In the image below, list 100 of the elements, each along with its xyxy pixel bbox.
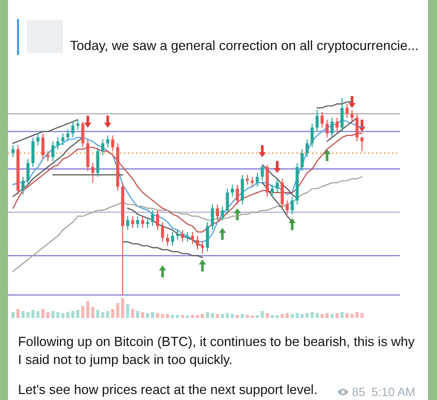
bar xyxy=(136,311,140,318)
bar xyxy=(340,312,344,318)
bar xyxy=(126,304,130,318)
bar xyxy=(196,315,200,318)
bar xyxy=(176,315,180,318)
bar xyxy=(76,310,80,318)
candlestick xyxy=(256,172,259,188)
candlestick xyxy=(26,158,30,186)
bar xyxy=(146,313,150,318)
bar xyxy=(220,314,224,318)
candlestick xyxy=(71,121,74,138)
bar xyxy=(41,309,44,318)
bar xyxy=(360,313,364,318)
candlestick xyxy=(206,222,209,252)
bar xyxy=(290,314,294,318)
candlestick xyxy=(340,98,344,132)
candlestick xyxy=(260,164,264,182)
candlestick xyxy=(91,162,94,184)
candlestick xyxy=(51,140,54,162)
candlestick xyxy=(66,129,70,142)
candlestick xyxy=(216,204,219,221)
bar xyxy=(156,313,160,318)
candlestick xyxy=(196,235,200,250)
bar xyxy=(166,314,170,318)
text: Let's see how prices react at the next support level. xyxy=(18,381,318,399)
bar xyxy=(11,312,15,318)
bar xyxy=(350,314,354,318)
bar xyxy=(310,312,314,318)
bar xyxy=(345,313,349,318)
bar xyxy=(131,309,134,318)
bar xyxy=(210,313,214,318)
bar xyxy=(56,312,60,318)
bar xyxy=(16,309,20,318)
bar xyxy=(31,310,34,318)
bar xyxy=(266,313,269,318)
bar xyxy=(336,313,339,318)
candlestick xyxy=(210,204,214,230)
candlestick xyxy=(156,210,160,230)
bar xyxy=(320,314,324,318)
bar xyxy=(240,314,244,318)
candlestick xyxy=(230,184,234,197)
candlestick xyxy=(290,196,294,215)
candlestick xyxy=(166,233,170,246)
candlestick xyxy=(151,210,154,227)
candlestick xyxy=(101,138,104,156)
candlestick xyxy=(111,134,114,152)
bar xyxy=(161,314,164,318)
bar xyxy=(190,315,194,318)
candlestick xyxy=(126,216,130,230)
candlestick xyxy=(86,138,90,172)
candlestick xyxy=(220,206,224,221)
candlestick xyxy=(81,121,84,148)
candlestick xyxy=(180,229,184,242)
bar xyxy=(230,314,234,318)
bar xyxy=(36,311,40,318)
candlestick xyxy=(141,216,144,229)
candlestick xyxy=(316,109,319,132)
candlestick xyxy=(146,218,150,229)
bar xyxy=(316,313,319,318)
candlestick xyxy=(320,111,324,128)
bar xyxy=(355,312,359,318)
candlestick xyxy=(176,229,180,240)
candlestick xyxy=(46,150,50,162)
bar xyxy=(300,314,304,318)
candlestick xyxy=(131,216,134,229)
candlestick xyxy=(355,113,359,142)
text: 5:10 AM xyxy=(371,385,416,399)
candlestick xyxy=(240,174,244,205)
bar xyxy=(326,313,329,318)
candlestick xyxy=(306,138,309,158)
bar xyxy=(180,315,184,318)
bar xyxy=(66,312,70,318)
bar xyxy=(330,314,334,318)
bar xyxy=(51,311,54,318)
candlestick xyxy=(286,200,289,215)
candlestick xyxy=(161,222,164,242)
candlestick xyxy=(106,134,110,148)
candlestick xyxy=(76,119,80,130)
candlestick xyxy=(326,119,329,138)
bar xyxy=(46,312,50,318)
candlestick xyxy=(36,132,40,146)
candlestick xyxy=(310,123,314,148)
bar xyxy=(71,311,74,318)
candlestick xyxy=(250,176,254,188)
candlestick xyxy=(56,136,60,150)
candlestick xyxy=(226,188,229,215)
text: Following up on Bitcoin (BTC), it continues to be bearish, this is why I said not to jump back in too quickly. xyxy=(18,333,416,369)
candlestick xyxy=(276,178,279,194)
candlestick xyxy=(21,176,25,196)
text: 85 xyxy=(352,385,366,399)
candlestick xyxy=(170,231,174,246)
bar xyxy=(141,312,144,318)
bar xyxy=(121,298,124,318)
bar xyxy=(26,312,30,318)
candlestick xyxy=(190,231,194,244)
bar xyxy=(200,314,204,318)
candlestick xyxy=(41,132,44,160)
candlestick xyxy=(345,103,349,118)
bar xyxy=(306,313,309,318)
candlestick xyxy=(360,136,364,152)
